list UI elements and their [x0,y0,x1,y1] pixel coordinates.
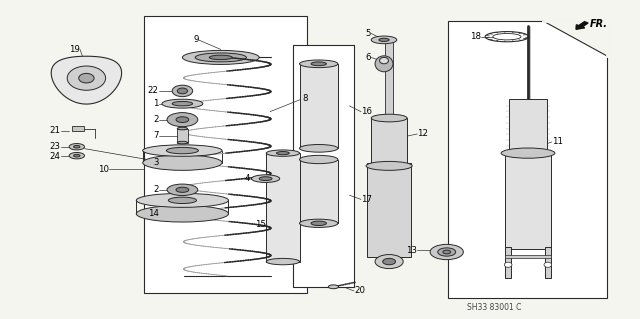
Ellipse shape [259,177,272,181]
Ellipse shape [176,187,189,192]
Ellipse shape [136,193,228,207]
Text: 18: 18 [470,32,481,41]
Bar [509,99,547,153]
Ellipse shape [544,262,552,267]
Ellipse shape [276,152,289,155]
Bar [505,247,511,278]
Ellipse shape [167,184,198,196]
Ellipse shape [182,50,259,64]
Text: 2: 2 [153,185,159,194]
Ellipse shape [311,62,326,66]
Text: SH33 83001 C: SH33 83001 C [467,303,522,312]
Ellipse shape [67,66,106,90]
Ellipse shape [172,85,193,97]
Text: 16: 16 [361,107,372,116]
Ellipse shape [383,258,396,265]
Ellipse shape [167,113,198,127]
Text: 11: 11 [552,137,563,146]
Ellipse shape [380,57,388,64]
Ellipse shape [311,221,326,226]
Bar [371,118,407,166]
Text: 15: 15 [255,220,266,229]
Text: 23: 23 [50,142,61,151]
Ellipse shape [300,145,338,152]
Text: 6: 6 [365,53,371,62]
Text: 14: 14 [148,209,159,218]
Text: 17: 17 [361,195,372,204]
Bar [293,45,354,287]
Polygon shape [543,21,607,56]
Ellipse shape [266,258,300,265]
Text: 3: 3 [153,158,159,167]
Bar [177,129,188,143]
Text: 24: 24 [50,152,61,161]
FancyArrow shape [576,22,588,29]
Ellipse shape [300,155,338,164]
Ellipse shape [166,147,198,154]
Text: 20: 20 [354,286,365,295]
Text: FR.: FR. [589,19,607,29]
Ellipse shape [438,248,456,256]
Text: 8: 8 [302,94,308,103]
Bar [545,247,551,278]
Ellipse shape [136,205,228,222]
Text: 7: 7 [153,131,159,140]
Ellipse shape [176,117,189,122]
Bar [505,152,551,249]
Text: 21: 21 [50,126,61,135]
Bar [385,41,393,121]
Bar [367,163,411,257]
Ellipse shape [143,145,222,156]
Ellipse shape [300,60,338,68]
Ellipse shape [74,145,80,148]
Ellipse shape [379,38,389,41]
Ellipse shape [328,285,339,289]
Bar [300,64,338,148]
Ellipse shape [371,114,407,122]
Bar [505,255,551,258]
Ellipse shape [177,141,188,144]
Text: 10: 10 [98,165,109,174]
Text: 12: 12 [417,130,428,138]
Text: 22: 22 [148,86,159,95]
Ellipse shape [366,161,412,170]
Ellipse shape [79,73,94,83]
Ellipse shape [172,101,193,106]
Ellipse shape [69,152,84,159]
Ellipse shape [177,127,188,130]
Ellipse shape [300,219,338,227]
Ellipse shape [168,197,196,204]
Ellipse shape [375,56,393,72]
Ellipse shape [209,55,232,60]
Text: 4: 4 [244,174,250,183]
Ellipse shape [162,99,203,108]
Text: 5: 5 [365,29,371,38]
Text: 19: 19 [69,45,80,54]
Bar [72,126,84,131]
Text: 9: 9 [193,35,198,44]
Ellipse shape [177,88,188,94]
Ellipse shape [143,155,222,170]
Bar [144,16,307,293]
Ellipse shape [69,144,84,150]
Bar [448,21,607,298]
Ellipse shape [371,36,397,44]
Ellipse shape [430,244,463,260]
Ellipse shape [252,175,280,182]
Ellipse shape [195,53,246,62]
Ellipse shape [443,250,451,254]
Ellipse shape [504,262,512,267]
Bar [300,160,338,223]
Text: 1: 1 [153,99,159,108]
Bar [266,153,300,262]
Ellipse shape [74,154,80,157]
Ellipse shape [266,150,300,156]
Polygon shape [51,56,122,104]
Ellipse shape [501,148,555,158]
Ellipse shape [375,255,403,269]
Text: 13: 13 [406,246,417,255]
Text: 2: 2 [153,115,159,124]
